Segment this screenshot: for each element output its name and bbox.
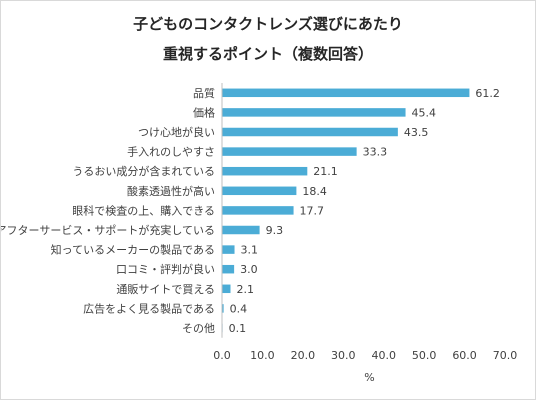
x-tick-label: 70.0 (493, 349, 518, 362)
x-tick-label: 50.0 (412, 349, 437, 362)
x-tick-label: 10.0 (250, 349, 275, 362)
bar (222, 147, 357, 156)
x-tick-label: 30.0 (331, 349, 356, 362)
data-label: 0.1 (229, 322, 247, 335)
category-label: 口コミ・評判が良い (116, 262, 215, 276)
category-label: その他 (182, 322, 215, 335)
x-tick-label: 60.0 (452, 349, 477, 362)
data-label: 3.1 (241, 244, 258, 257)
data-label: 21.1 (313, 165, 338, 178)
bar (222, 88, 470, 98)
category-label: 価格 (193, 105, 215, 119)
category-label: 広告をよく見る製品である (83, 301, 215, 315)
category-label: 酸素透過性が高い (127, 184, 215, 198)
category-label: つけ心地が良い (138, 125, 215, 139)
bar (222, 186, 297, 196)
category-label: うるおい成分が含まれている (72, 164, 215, 178)
x-tick-label: 20.0 (291, 349, 316, 362)
x-axis-title: % (364, 371, 374, 384)
bar (222, 108, 406, 117)
bar (222, 127, 398, 137)
data-label: 61.2 (475, 87, 500, 100)
data-label: 43.5 (404, 126, 429, 139)
category-label: 通販サイトで買える (116, 283, 215, 296)
bar (222, 284, 231, 294)
category-label: 品質 (193, 86, 215, 100)
chart-subtitle: 重視するポイント（複数回答） (162, 45, 373, 63)
category-label: アフターサービス・サポートが充実している (1, 223, 215, 237)
bar (222, 264, 235, 274)
chart-title: 子どものコンタクトレンズ選びにあたり (133, 15, 403, 33)
data-label: 0.4 (230, 302, 248, 315)
data-label: 18.4 (302, 185, 327, 198)
x-tick-label: 40.0 (371, 349, 396, 362)
category-label: 眼科で検査の上、購入できる (72, 203, 215, 217)
bar (222, 166, 308, 176)
bar (222, 304, 224, 313)
bar (222, 206, 294, 215)
data-label: 9.3 (266, 224, 284, 237)
category-label: 手入れのしやすさ (127, 145, 215, 159)
x-tick-label: 0.0 (213, 349, 231, 362)
data-label: 3.0 (240, 263, 258, 276)
data-label: 45.4 (412, 106, 437, 119)
data-label: 33.3 (363, 146, 388, 159)
bar (222, 245, 235, 254)
bar (222, 225, 260, 235)
data-label: 2.1 (236, 283, 254, 296)
category-label: 知っているメーカーの製品である (51, 243, 215, 257)
data-label: 17.7 (300, 204, 325, 217)
